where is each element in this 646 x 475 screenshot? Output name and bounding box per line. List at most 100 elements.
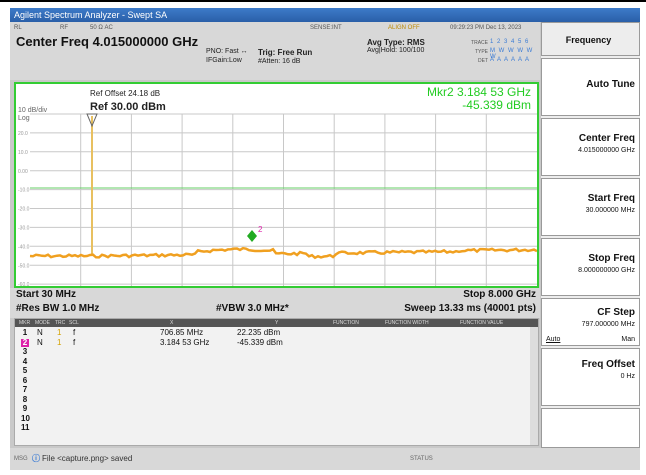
marker-table-row[interactable]: 7 (15, 386, 538, 394)
y-tick-label: -10.0 (18, 188, 30, 194)
y-tick-label: -30.0 (18, 226, 30, 232)
marker-table-header: MKR MODE TRC SCL X Y FUNCTION FUNCTION W… (15, 319, 538, 327)
y-tick-label: 20.0 (18, 131, 28, 137)
marker-table-row[interactable]: 8 (15, 394, 538, 404)
freq-offset-label: Freq Offset (581, 359, 635, 370)
marker1-icon (86, 113, 98, 128)
marker-table-row[interactable]: 11 (15, 424, 538, 432)
cf-step-label: CF Step (597, 307, 635, 318)
marker2-label: 2 (258, 225, 263, 234)
marker-y: 22.235 dBm (237, 328, 281, 337)
type-values: M W W W W W (490, 48, 534, 60)
marker-mode: N (37, 337, 43, 347)
marker-table[interactable]: MKR MODE TRC SCL X Y FUNCTION FUNCTION W… (14, 318, 539, 446)
status-message: File <capture.png> saved (42, 454, 133, 463)
marker2-icon (247, 230, 257, 242)
ref-offset: Ref Offset 24.18 dB (90, 89, 160, 98)
col-function-width: FUNCTION WIDTH (385, 320, 429, 326)
freq-offset-value: 0 Hz (620, 373, 635, 380)
vbw-readout: #VBW 3.0 MHz* (216, 303, 289, 314)
softkey-panel: Frequency Auto Tune Center Freq 4.015000… (541, 22, 640, 448)
start-freq-label: Start Freq (587, 193, 635, 204)
stop-freq-value: 8.000000000 GHz (578, 267, 635, 274)
auto-tune-button[interactable]: Auto Tune (541, 58, 640, 116)
res-bw-readout: #Res BW 1.0 MHz (16, 303, 100, 314)
y-tick-label: -60.0 (18, 282, 30, 286)
type-label: TYPE (474, 49, 488, 55)
marker-num: 2 (21, 337, 29, 347)
y-tick-label: 10.0 (18, 150, 28, 156)
cf-step-button[interactable]: CF Step 797.000000 MHz Auto Man (541, 298, 640, 346)
spectrum-trace (29, 246, 537, 260)
marker-num: 11 (21, 423, 30, 432)
marker-table-row[interactable]: 6 (15, 376, 538, 385)
marker-num: 1 (22, 328, 28, 337)
center-freq-readout: Center Freq 4.015000000 GHz (16, 34, 199, 49)
center-freq-label: Center Freq (578, 133, 635, 144)
col-mkr: MKR (19, 320, 31, 326)
col-y: Y (275, 320, 279, 326)
start-freq-value: 30.000000 MHz (585, 207, 635, 214)
marker-table-scrollbar[interactable] (530, 327, 538, 445)
marker-table-row[interactable]: 9 (15, 405, 538, 413)
center-freq-value: 4.015000000 GHz (578, 147, 635, 154)
spectrum-plot[interactable]: 20.0 10.0 0.00 -10.0 -20.0 -30.0 -40.0 -50.0 -60… (14, 82, 539, 288)
status-rf: RF (60, 25, 68, 31)
y-tick-label: 0.00 (18, 169, 28, 175)
col-function: FUNCTION (333, 320, 359, 326)
det-values: A A A A A A (490, 57, 531, 63)
freq-offset-button[interactable]: Freq Offset 0 Hz (541, 348, 640, 406)
window-title: Agilent Spectrum Analyzer - Swept SA (10, 8, 640, 22)
status-coupling: 50 Ω AC (90, 25, 113, 31)
avg-hold-setting: Avg|Hold: 100/100 (367, 47, 425, 54)
stop-freq-readout: Stop 8.000 GHz (463, 289, 536, 300)
msg-label: MSG (14, 456, 28, 462)
spectrum-graticule: 20.0 10.0 0.00 -10.0 -20.0 -30.0 -40.0 -50.0 -60… (18, 85, 537, 286)
marker-num: 5 (22, 366, 28, 375)
status-rl: RL (14, 25, 22, 31)
col-trc: TRC (55, 320, 66, 326)
info-icon: ⓘ (32, 454, 40, 463)
status-row: RL RF 50 Ω AC SENSE:INT ALIGN OFF 09:29:… (10, 22, 540, 34)
marker-table-row[interactable]: 3 (15, 348, 538, 356)
ifgain-setting: IFGain:Low (206, 57, 242, 64)
col-x: X (170, 320, 174, 326)
stop-freq-button[interactable]: Stop Freq 8.000000000 GHz (541, 238, 640, 296)
trace-status-panel: TRACE 1 2 3 4 5 6 TYPE M W W W W W DET A… (450, 39, 540, 70)
marker-mode: N (37, 328, 43, 337)
marker-scale: f (73, 337, 76, 347)
marker-trace: 1 (57, 337, 62, 347)
marker-trace: 1 (57, 328, 62, 337)
start-freq-readout: Start 30 MHz (16, 289, 77, 300)
cf-step-man: Man (621, 336, 635, 343)
marker-scale: f (73, 328, 76, 337)
marker-num: 9 (22, 404, 28, 413)
marker-readout-amp: -45.339 dBm (462, 98, 531, 112)
marker-table-row[interactable]: 2 N 1 f 3.184 53 GHz -45.339 dBm (15, 337, 538, 347)
marker-table-row[interactable]: 4 (15, 356, 538, 366)
auto-tune-label: Auto Tune (586, 79, 635, 90)
softkey-menu-title: Frequency (541, 22, 640, 56)
status-datetime: 09:29:23 PM Dec 13, 2023 (450, 25, 522, 31)
sweep-info-bar: Start 30 MHz Stop 8.000 GHz #Res BW 1.0 … (10, 288, 540, 318)
marker-num: 10 (21, 413, 30, 423)
marker-num: 4 (22, 356, 28, 366)
marker-num: 8 (22, 394, 28, 404)
status-align: ALIGN OFF (388, 25, 420, 31)
analyzer-window: Agilent Spectrum Analyzer - Swept SA RL … (10, 8, 640, 470)
marker-x: 3.184 53 GHz (160, 337, 210, 347)
marker-table-row[interactable]: 5 (15, 367, 538, 375)
start-freq-button[interactable]: Start Freq 30.000000 MHz (541, 178, 640, 236)
marker-table-row[interactable]: 10 (15, 413, 538, 423)
cf-step-auto: Auto (546, 336, 561, 343)
col-scl: SCL (69, 320, 79, 326)
center-freq-button[interactable]: Center Freq 4.015000000 GHz (541, 118, 640, 176)
trigger-setting: Trig: Free Run (258, 48, 313, 57)
marker-num: 7 (22, 385, 28, 394)
marker-table-row[interactable]: 1 N 1 f 706.85 MHz 22.235 dBm (15, 329, 538, 337)
status-bar: MSG ⓘ File <capture.png> saved STATUS (10, 448, 640, 470)
trace-values: 1 2 3 4 5 6 (490, 39, 530, 45)
softkey-empty[interactable] (541, 408, 640, 448)
status-label: STATUS (410, 456, 433, 462)
trace-label: TRACE (471, 40, 488, 46)
